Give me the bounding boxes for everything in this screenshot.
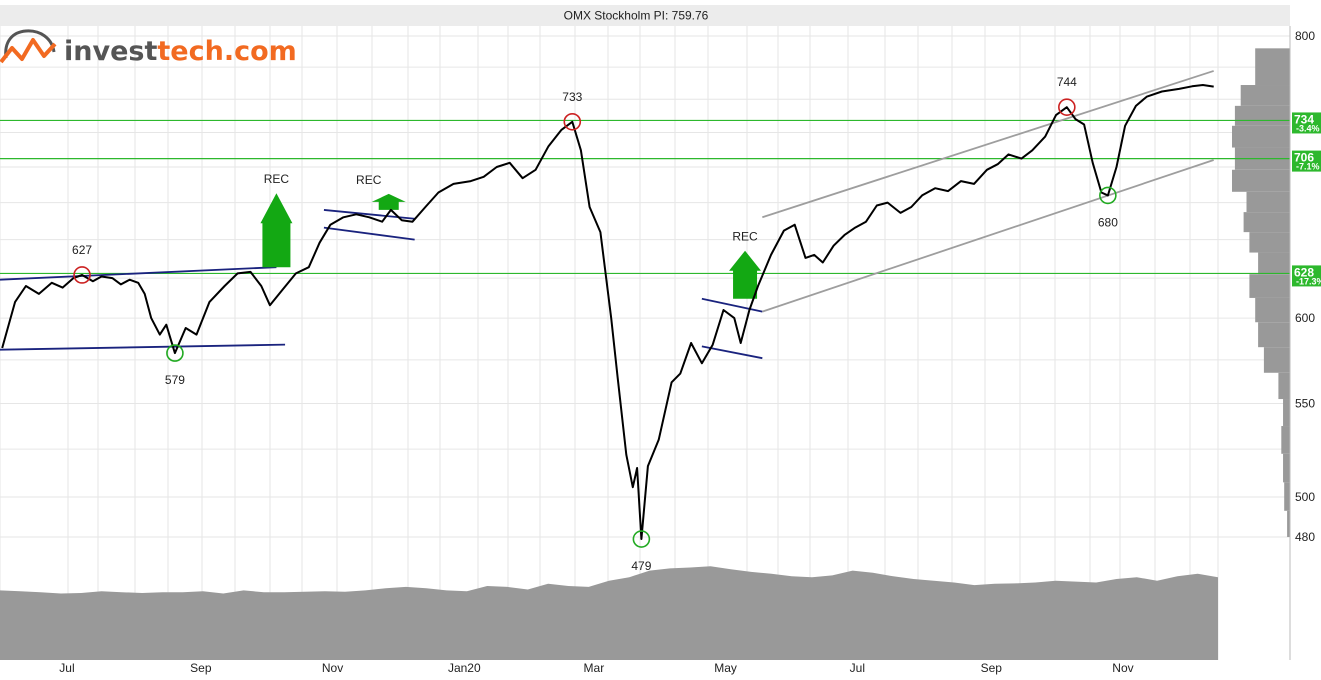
level-label-box (1292, 150, 1321, 172)
price-series (1, 84, 1214, 540)
volume-band (0, 566, 1218, 660)
trough-circle (632, 530, 651, 548)
profile-bar (1243, 212, 1290, 233)
profile-bar (1249, 274, 1290, 298)
trough-label: 479 (631, 559, 651, 573)
turning-points: 627 733 744 579 479 680 (72, 75, 1118, 573)
signal-label: REC (732, 230, 758, 244)
level-label-box (1292, 265, 1321, 287)
logo-text: investtech.com (64, 36, 297, 67)
signal-arrow-icon (729, 250, 762, 299)
profile-bar (1255, 48, 1290, 86)
trend-line (762, 70, 1214, 219)
peak-circle (563, 112, 582, 131)
y-tick-label: 480 (1295, 530, 1315, 544)
profile-bar (1234, 105, 1290, 126)
signal-label: REC (264, 172, 290, 186)
level-label-box (1292, 112, 1321, 134)
trend-line (0, 266, 277, 281)
profile-bar (1232, 169, 1290, 192)
trough-circle (1099, 186, 1117, 205)
level-label: 628 (1294, 265, 1314, 279)
profile-bar (1283, 453, 1290, 483)
profile-bar (1255, 297, 1290, 323)
peak-label: 733 (562, 90, 582, 104)
level-label: 734 (1294, 112, 1314, 126)
x-tick-label: Sep (190, 661, 212, 675)
trough-circle (166, 344, 184, 362)
level-lines: 734-3.4% 706-7.1% 628-17.3% (0, 112, 1321, 287)
trough-label: 680 (1098, 215, 1118, 229)
peak-circle (73, 266, 91, 284)
trend-line (323, 226, 415, 241)
signal-arrow-icon (371, 193, 406, 210)
price-line (1, 84, 1214, 540)
x-tick-label: Nov (1112, 661, 1133, 675)
logo-mark-icon (0, 29, 57, 64)
trough-label: 579 (165, 373, 185, 387)
level-label: 706 (1294, 151, 1314, 165)
profile-bar (1232, 125, 1290, 148)
chart-title: OMX Stockholm PI: 759.76 (564, 9, 709, 23)
profile-bar (1263, 347, 1290, 373)
trend-line (701, 297, 763, 313)
x-tick-label: Jul (59, 661, 74, 675)
x-tick-label: May (714, 661, 737, 675)
profile-bar (1284, 482, 1290, 511)
profile-bar (1287, 510, 1290, 537)
x-tick-label: Jul (850, 661, 865, 675)
profile-bar (1258, 252, 1290, 275)
y-tick-label: 500 (1295, 490, 1315, 504)
trend-line (0, 343, 286, 351)
peak-label: 627 (72, 243, 92, 257)
y-tick-label: 800 (1295, 29, 1315, 43)
y-tick-label: 550 (1295, 396, 1315, 410)
trend-line (762, 159, 1214, 313)
level-pct: -7.1% (1296, 162, 1320, 172)
x-tick-label: Sep (981, 661, 1003, 675)
x-tick-label: Jan20 (448, 661, 481, 675)
profile-bar (1281, 426, 1290, 454)
trend-channels (0, 70, 1214, 360)
logo: investtech.com (0, 29, 297, 67)
signals: REC REC REC (260, 172, 762, 299)
profile-bar (1283, 399, 1290, 427)
volume-area (0, 566, 1218, 660)
axes: 800 600 550 500 480 Jul Sep Nov Jan20 Mar May Jul Se… (59, 26, 1315, 675)
peak-circle (1058, 98, 1076, 116)
profile-bar (1246, 191, 1290, 213)
x-tick-label: Nov (322, 661, 343, 675)
title-bar (0, 5, 1290, 26)
profile-bar (1240, 85, 1290, 106)
signal-label: REC (356, 173, 382, 187)
y-tick-label: 600 (1295, 311, 1315, 325)
level-pct: -3.4% (1296, 123, 1320, 133)
trend-line (701, 345, 763, 360)
profile-bar (1278, 372, 1290, 400)
peak-label: 744 (1057, 75, 1077, 89)
profile-bar (1258, 322, 1290, 348)
profile-bar (1249, 232, 1290, 253)
signal-arrow-icon (260, 193, 293, 268)
level-pct: -17.3% (1296, 276, 1321, 286)
x-tick-label: Mar (584, 661, 605, 675)
